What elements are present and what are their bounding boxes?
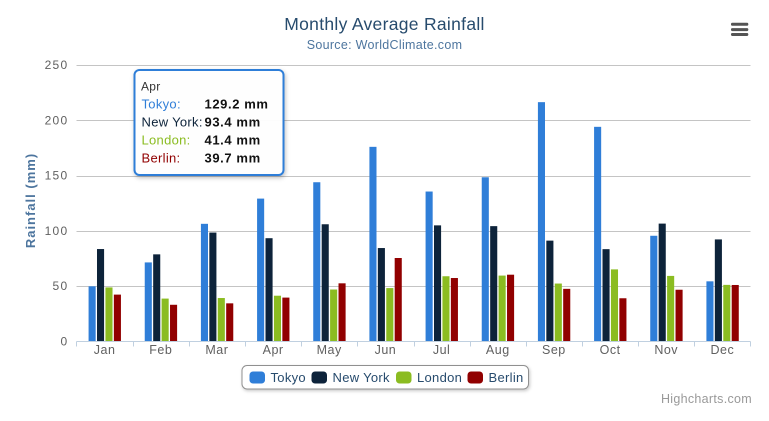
svg-text:250: 250 bbox=[45, 58, 69, 72]
svg-text:Apr: Apr bbox=[141, 80, 161, 94]
svg-text:Nov: Nov bbox=[654, 343, 678, 357]
svg-text:Highcharts.com: Highcharts.com bbox=[661, 392, 752, 406]
svg-text:Tokyo: Tokyo bbox=[271, 370, 306, 385]
svg-text:Berlin:: Berlin: bbox=[142, 151, 181, 166]
svg-text:129.2 mm: 129.2 mm bbox=[205, 97, 269, 112]
svg-text:93.4 mm: 93.4 mm bbox=[205, 115, 261, 130]
svg-text:London: London bbox=[417, 370, 462, 385]
svg-text:Monthly Average Rainfall: Monthly Average Rainfall bbox=[284, 14, 484, 34]
svg-text:Jul: Jul bbox=[433, 343, 450, 357]
svg-text:41.4 mm: 41.4 mm bbox=[205, 133, 261, 148]
svg-text:150: 150 bbox=[45, 169, 69, 183]
svg-text:Berlin: Berlin bbox=[489, 370, 524, 385]
svg-text:Dec: Dec bbox=[711, 343, 735, 357]
svg-text:Sep: Sep bbox=[542, 343, 566, 357]
svg-text:Feb: Feb bbox=[149, 343, 172, 357]
svg-text:Mar: Mar bbox=[205, 343, 228, 357]
svg-text:Jun: Jun bbox=[375, 343, 397, 357]
svg-text:New York: New York bbox=[333, 370, 391, 385]
svg-text:39.7 mm: 39.7 mm bbox=[205, 151, 261, 166]
svg-text:Rainfall (mm): Rainfall (mm) bbox=[23, 153, 38, 248]
svg-text:50: 50 bbox=[53, 279, 69, 293]
svg-text:100: 100 bbox=[45, 224, 69, 238]
svg-text:Jan: Jan bbox=[94, 343, 116, 357]
svg-text:Source: WorldClimate.com: Source: WorldClimate.com bbox=[307, 38, 463, 52]
svg-text:200: 200 bbox=[45, 113, 69, 127]
svg-text:Tokyo:: Tokyo: bbox=[142, 97, 181, 112]
svg-text:London:: London: bbox=[142, 133, 191, 148]
svg-text:New York:: New York: bbox=[142, 115, 203, 130]
svg-text:Aug: Aug bbox=[486, 343, 510, 357]
svg-text:Apr: Apr bbox=[263, 343, 284, 357]
svg-text:0: 0 bbox=[61, 335, 69, 349]
svg-text:May: May bbox=[317, 343, 342, 357]
svg-text:Oct: Oct bbox=[600, 343, 621, 357]
